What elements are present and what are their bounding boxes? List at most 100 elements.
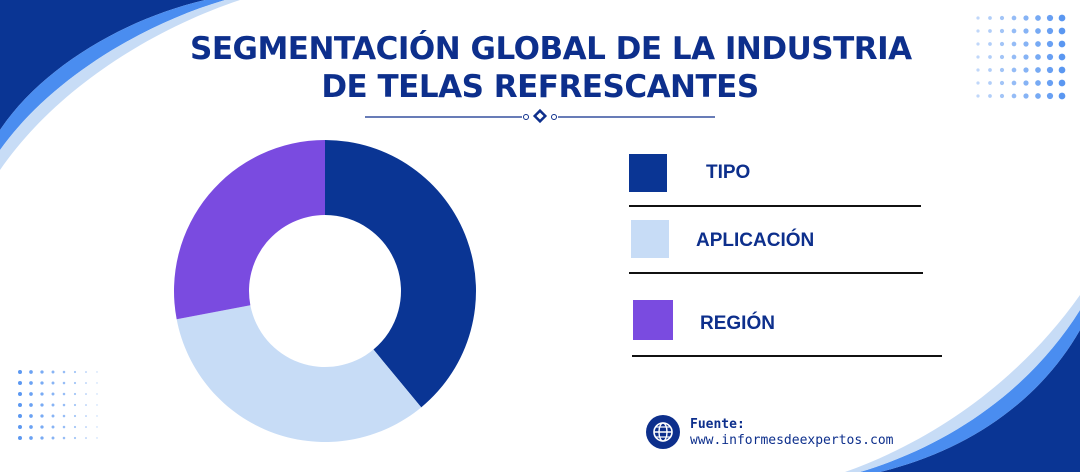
decor-dot xyxy=(1058,53,1066,61)
decor-dot xyxy=(999,80,1005,86)
decor-dot xyxy=(96,404,98,406)
decor-dot xyxy=(73,403,77,407)
decor-dot xyxy=(96,426,98,428)
decor-dot xyxy=(29,425,33,429)
decor-dot xyxy=(976,94,980,98)
decor-dot xyxy=(51,403,55,407)
decor-dot xyxy=(1023,67,1029,73)
decor-dot xyxy=(85,404,87,406)
decor-dot xyxy=(51,425,55,429)
legend-divider-region xyxy=(632,355,942,357)
legend-divider-tipo xyxy=(629,205,921,207)
decor-dot xyxy=(29,370,33,374)
decor-dot xyxy=(40,381,44,385)
decor-dot xyxy=(1011,15,1017,21)
decor-dot xyxy=(1058,66,1066,74)
decor-dot xyxy=(1035,28,1041,34)
decor-dot xyxy=(96,415,98,417)
decor-dot xyxy=(62,403,66,407)
decor-dot xyxy=(62,381,66,385)
decor-dot xyxy=(85,393,87,395)
source-url[interactable]: www.informesdeexpertos.com xyxy=(690,433,894,448)
decor-dot xyxy=(1023,28,1029,34)
decor-dot xyxy=(29,381,33,385)
decor-dot xyxy=(1011,80,1017,86)
decor-dot xyxy=(29,403,33,407)
decor-dot xyxy=(1046,66,1054,74)
decor-dot xyxy=(51,436,55,440)
decor-dot xyxy=(73,425,77,429)
decor-dot xyxy=(73,436,77,440)
decor-dot xyxy=(62,425,66,429)
decor-dot xyxy=(976,81,980,85)
decor-dot xyxy=(1035,93,1041,99)
decor-dot xyxy=(1058,79,1066,87)
decor-dot xyxy=(73,392,77,396)
decor-dot xyxy=(988,42,992,46)
decor-dot xyxy=(1011,67,1017,73)
title-line-1: SEGMENTACIÓN GLOBAL DE LA INDUSTRIA xyxy=(190,31,912,67)
decor-dot xyxy=(96,437,98,439)
decor-dot xyxy=(85,426,87,428)
decor-dot xyxy=(18,381,22,385)
decor-dot xyxy=(1058,40,1066,48)
decor-dot xyxy=(18,403,22,407)
decor-dot xyxy=(1046,40,1054,48)
decor-dot xyxy=(999,41,1005,47)
donut-slice-tipo xyxy=(325,140,477,408)
decor-dot xyxy=(1046,27,1054,35)
decor-dot xyxy=(1058,92,1066,100)
decor-dot xyxy=(976,55,980,59)
decor-dot xyxy=(999,67,1005,73)
decor-dot xyxy=(988,55,992,59)
decor-dot xyxy=(1035,41,1041,47)
decor-dot xyxy=(999,28,1005,34)
decor-dot xyxy=(1011,28,1017,34)
legend-label-region: REGIÓN xyxy=(700,313,775,334)
decor-dot xyxy=(62,370,66,374)
legend-divider-aplicacion xyxy=(629,272,923,274)
decor-dot xyxy=(29,392,33,396)
decor-dot xyxy=(1011,93,1017,99)
title-line-2: DE TELAS REFRESCANTES xyxy=(321,69,759,105)
decor-dot xyxy=(1023,54,1029,60)
decor-dot xyxy=(18,414,22,418)
decor-dot xyxy=(1035,80,1041,86)
decor-dot xyxy=(51,392,55,396)
decor-dot xyxy=(1046,53,1054,61)
decor-dot xyxy=(1023,80,1029,86)
decor-dot xyxy=(988,29,992,33)
source-label: Fuente: xyxy=(690,417,745,432)
decor-dot xyxy=(988,94,992,98)
decor-dot xyxy=(1023,93,1029,99)
decor-dot xyxy=(1011,54,1017,60)
decor-dot xyxy=(18,425,22,429)
decor-dot xyxy=(40,436,44,440)
decor-dot xyxy=(18,392,22,396)
legend-swatch-tipo xyxy=(629,154,667,192)
decor-dot xyxy=(40,370,44,374)
decor-dot xyxy=(73,414,77,418)
decor-dot xyxy=(51,381,55,385)
page-title: SEGMENTACIÓN GLOBAL DE LA INDUSTRIA DE T… xyxy=(190,30,912,106)
corner-wave-top-left xyxy=(0,0,240,170)
title-divider-ornament xyxy=(365,108,715,124)
donut-chart xyxy=(173,140,477,443)
decor-dot xyxy=(1011,41,1017,47)
decor-dot xyxy=(1035,67,1041,73)
decor-dot xyxy=(62,414,66,418)
decor-dot xyxy=(1023,41,1029,47)
decor-dot xyxy=(96,393,98,395)
decor-dot xyxy=(85,415,87,417)
decor-dot xyxy=(1035,54,1041,60)
decor-dot xyxy=(1058,14,1066,22)
legend-swatch-aplicacion xyxy=(631,220,669,258)
decor-dot xyxy=(999,54,1005,60)
decor-dot xyxy=(73,381,77,385)
decor-dot xyxy=(1058,27,1066,35)
decor-dot xyxy=(976,68,980,72)
decor-dot xyxy=(29,414,33,418)
decor-dot xyxy=(1046,79,1054,87)
decor-dot xyxy=(51,414,55,418)
